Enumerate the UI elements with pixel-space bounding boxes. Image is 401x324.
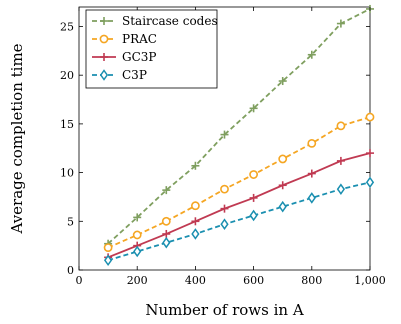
legend-entry: Staircase codes xyxy=(92,14,218,28)
x-axis-title: Number of rows in A xyxy=(145,301,304,319)
plot-area xyxy=(78,6,371,271)
legend-entry: C3P xyxy=(92,68,147,82)
legend-entry: PRAC xyxy=(92,32,157,46)
data-point xyxy=(278,181,287,190)
series-line xyxy=(107,116,371,249)
legend-box xyxy=(85,9,218,89)
legend-label: Staircase codes xyxy=(122,14,218,28)
series-0 xyxy=(104,4,374,248)
data-point xyxy=(307,192,316,204)
x-tick-label: 800 xyxy=(301,274,322,287)
data-point xyxy=(365,112,375,122)
data-point xyxy=(307,169,316,178)
legend: Staircase codes PRAC GC3P C3P xyxy=(85,9,218,89)
data-point xyxy=(133,245,142,258)
data-point xyxy=(366,149,374,158)
data-point xyxy=(365,176,375,189)
data-point xyxy=(336,156,345,165)
data-point xyxy=(278,200,287,213)
data-point xyxy=(249,104,258,113)
data-point xyxy=(336,183,346,195)
data-point xyxy=(249,193,258,202)
axis-layer: 0 200 400 600 800 1,000 0 5 10 15 20 25 xyxy=(60,7,386,287)
data-point xyxy=(191,217,200,226)
data-point xyxy=(191,228,200,240)
x-tick-label: 200 xyxy=(127,274,148,287)
legend-label: GC3P xyxy=(122,50,156,64)
data-point xyxy=(249,170,258,179)
legend-marker xyxy=(99,34,109,44)
legend-label: PRAC xyxy=(122,32,157,46)
series-2 xyxy=(104,149,374,262)
y-tick-label: 0 xyxy=(67,264,74,277)
legend-entry: GC3P xyxy=(92,50,156,64)
data-point xyxy=(220,130,229,139)
data-point xyxy=(133,213,142,222)
x-tick-label: 0 xyxy=(76,274,83,287)
y-tick-label: 25 xyxy=(60,20,74,33)
data-point xyxy=(191,161,200,170)
data-point xyxy=(278,154,288,164)
legend-marker xyxy=(100,17,108,25)
data-point xyxy=(278,77,287,86)
data-point xyxy=(162,229,171,238)
series-line xyxy=(107,181,371,262)
series-3 xyxy=(103,176,375,267)
data-point xyxy=(220,204,229,213)
data-point xyxy=(336,121,346,131)
data-point xyxy=(162,236,171,249)
y-axis-title: Average completion time xyxy=(8,43,26,234)
plot-frame xyxy=(78,6,371,271)
series-line xyxy=(107,152,371,259)
data-point xyxy=(103,243,113,252)
data-point xyxy=(249,209,258,222)
data-point xyxy=(336,19,345,28)
data-point xyxy=(132,230,142,240)
y-tick-label: 20 xyxy=(60,69,74,82)
legend-marker xyxy=(99,69,109,81)
data-point xyxy=(307,50,316,59)
y-tick-label: 15 xyxy=(60,118,74,131)
y-tick-label: 10 xyxy=(60,167,74,180)
series-1 xyxy=(103,112,375,252)
series-line xyxy=(107,8,371,245)
data-point xyxy=(190,201,200,211)
data-point xyxy=(161,216,171,226)
data-point xyxy=(307,138,317,148)
data-point xyxy=(103,254,113,267)
data-point xyxy=(162,186,171,195)
series-layer xyxy=(103,4,375,267)
x-tick-label: 1,000 xyxy=(354,274,386,287)
legend-marker xyxy=(100,53,108,61)
data-point xyxy=(220,218,229,231)
x-tick-label: 600 xyxy=(243,274,264,287)
legend-label: C3P xyxy=(122,68,147,82)
x-tick-label: 400 xyxy=(185,274,206,287)
y-tick-label: 5 xyxy=(67,215,74,228)
data-point xyxy=(220,184,229,194)
